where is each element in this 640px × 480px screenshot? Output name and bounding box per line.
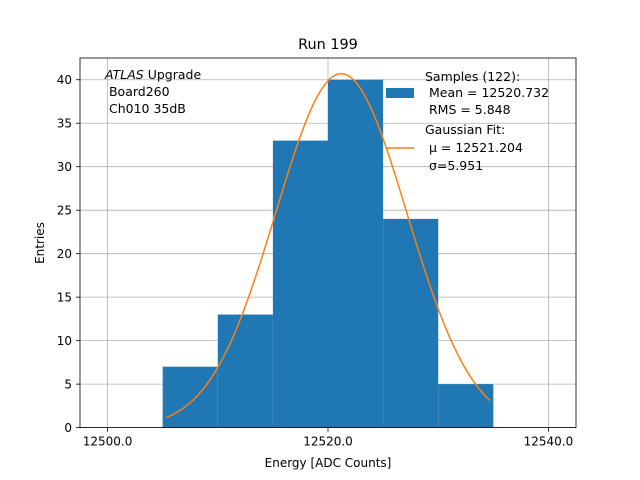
histogram-bar xyxy=(272,140,328,428)
legend-samples-title: Samples (122): xyxy=(425,69,520,84)
legend-samples-mean: Mean = 12520.732 xyxy=(425,85,549,100)
y-tick-label: 20 xyxy=(57,247,72,261)
histogram-bar xyxy=(438,384,494,428)
annotation-suffix: Upgrade xyxy=(144,67,202,82)
y-tick-label: 30 xyxy=(57,160,72,174)
gaussian-fit-curve xyxy=(165,72,491,419)
x-tick-label: 12540.0 xyxy=(524,435,574,449)
y-tick-label: 25 xyxy=(57,203,72,217)
legend-fit-sigma: σ=5.951 xyxy=(425,158,483,173)
histogram-bar xyxy=(217,314,273,428)
y-tick-label: 0 xyxy=(64,421,72,435)
x-tick-label: 12520.0 xyxy=(303,435,353,449)
legend-fit-title: Gaussian Fit: xyxy=(425,122,505,137)
y-tick-label: 35 xyxy=(57,117,72,131)
x-tick-label: 12500.0 xyxy=(83,435,133,449)
legend-fit-mu: μ = 12521.204 xyxy=(425,140,523,155)
y-axis-label: Entries xyxy=(33,222,47,264)
chart-title: Run 199 xyxy=(298,37,358,53)
histogram-bars xyxy=(162,79,494,428)
run-annotation: ATLAS Upgrade Board260 Ch010 35dB xyxy=(104,67,201,116)
annotation-board: Board260 xyxy=(105,84,170,99)
legend-histogram-swatch xyxy=(386,88,414,98)
legend: Samples (122): Mean = 12520.732 RMS = 5.… xyxy=(386,69,549,173)
annotation-channel: Ch010 35dB xyxy=(105,101,186,116)
histogram-bar xyxy=(383,218,439,428)
axis-ticks: 12500.0 12520.0 12540.0 0 5 10 15 20 25 30 35 40 xyxy=(57,73,574,449)
histogram-bar xyxy=(328,79,384,428)
histogram-bar xyxy=(162,366,218,428)
y-tick-label: 5 xyxy=(64,377,72,391)
legend-samples-rms: RMS = 5.848 xyxy=(425,102,511,117)
y-tick-label: 40 xyxy=(57,73,72,87)
y-tick-label: 15 xyxy=(57,290,72,304)
annotation-experiment: ATLAS xyxy=(104,67,144,82)
y-tick-label: 10 xyxy=(57,334,72,348)
x-axis-label: Energy [ADC Counts] xyxy=(265,456,392,470)
annotation-line-1: ATLAS Upgrade xyxy=(104,67,201,82)
